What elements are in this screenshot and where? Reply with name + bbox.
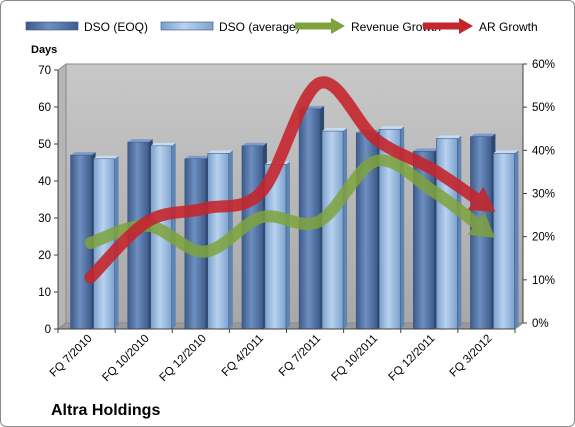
bar-top <box>436 135 462 139</box>
bar-dso-average <box>321 128 348 330</box>
bar-top <box>207 150 233 154</box>
y2-tick-label: 60% <box>532 59 555 71</box>
series-ar-growth <box>84 76 496 284</box>
bar-side <box>285 161 290 329</box>
bar-face <box>493 153 515 330</box>
bar-top <box>379 126 405 130</box>
bar-top <box>93 155 119 159</box>
y2-tick-label: 50% <box>532 102 555 114</box>
company-label: Altra Holdings <box>51 402 160 419</box>
bar-top <box>493 150 519 154</box>
x-tick-label: FQ 4/2011 <box>220 333 266 379</box>
y-axis-right: 0% 10% 20% 30% 40% 50% 60% <box>522 59 555 330</box>
bar-face <box>241 145 264 330</box>
legend-swatch-arrow <box>331 18 345 34</box>
legend-label: Revenue Growth <box>351 20 441 34</box>
bar-top <box>150 142 176 146</box>
bar-dso-eoq <box>241 142 267 330</box>
plot-side-wall <box>57 63 67 330</box>
legend-swatch-arrow <box>459 18 473 34</box>
bar-dso-average <box>493 150 519 330</box>
bar-side <box>514 150 519 329</box>
bar-top <box>470 133 496 137</box>
bar-top <box>241 142 267 146</box>
y2-tick-label: 0% <box>532 318 549 330</box>
y2-tick-label: 40% <box>532 145 555 157</box>
legend: DSO (EOQ) DSO (average) Revenue Growth AR G… <box>25 18 538 34</box>
bar-top <box>127 139 153 143</box>
ar-growth-line <box>84 76 488 284</box>
y-tick-label: 70 <box>38 65 51 77</box>
bar-side <box>343 128 348 329</box>
y-tick-label: 20 <box>38 250 51 262</box>
bar-top <box>413 148 439 152</box>
bar-dso-average <box>436 135 462 330</box>
y-tick-label: 10 <box>38 287 51 299</box>
bar-side <box>400 126 405 329</box>
legend-item-dso-average: DSO (average) <box>160 20 300 34</box>
legend-label: AR Growth <box>479 20 538 34</box>
y2-tick-label: 10% <box>532 275 555 287</box>
legend-item-dso-eoq: DSO (EOQ) <box>25 20 148 34</box>
x-tick-label: FQ 12/2010 <box>158 333 209 384</box>
bar-face <box>321 130 344 330</box>
x-tick-label: FQ 12/2011 <box>387 333 438 384</box>
y-axis-left: 0 10 20 30 40 50 60 70 <box>38 65 59 336</box>
legend-swatch <box>25 21 79 31</box>
x-tick-label: FQ 7/2010 <box>48 333 95 380</box>
legend-label: DSO (average) <box>219 20 300 34</box>
bar-dso-average <box>264 161 290 330</box>
bar-top <box>184 155 210 159</box>
y-tick-label: 0 <box>45 324 51 336</box>
y-tick-label: 30 <box>38 213 51 225</box>
x-tick-label: FQ 10/2011 <box>329 333 380 384</box>
bar-dso-average <box>378 126 405 330</box>
legend-item-revenue-growth: Revenue Growth <box>295 18 441 34</box>
y2-tick-label: 20% <box>532 232 555 244</box>
legend-label: DSO (EOQ) <box>84 20 148 34</box>
x-axis: FQ 7/2010 FQ 10/2010 FQ 12/2010 FQ 4/2011 FQ… <box>48 328 516 384</box>
y-tick-label: 40 <box>38 176 51 188</box>
x-tick-label: FQ 7/2011 <box>277 333 323 379</box>
y-tick-label: 60 <box>38 102 51 114</box>
bar-side <box>457 135 462 329</box>
bar-top <box>70 152 96 156</box>
y2-tick-label: 30% <box>532 189 555 201</box>
y-axis-title: Days <box>31 44 57 56</box>
y-tick-label: 50 <box>38 139 51 151</box>
legend-item-ar-growth: AR Growth <box>423 18 538 34</box>
revenue-growth-line <box>84 154 488 258</box>
series-revenue-growth <box>84 154 496 258</box>
lines-layer <box>84 76 496 284</box>
ar-growth-arrowhead <box>467 186 496 212</box>
bar-top <box>322 128 348 132</box>
legend-swatch <box>160 21 214 31</box>
revenue-growth-arrowhead <box>467 212 496 238</box>
x-tick-label: FQ 10/2010 <box>100 333 151 384</box>
x-tick-label: FQ 3/2012 <box>448 333 495 380</box>
